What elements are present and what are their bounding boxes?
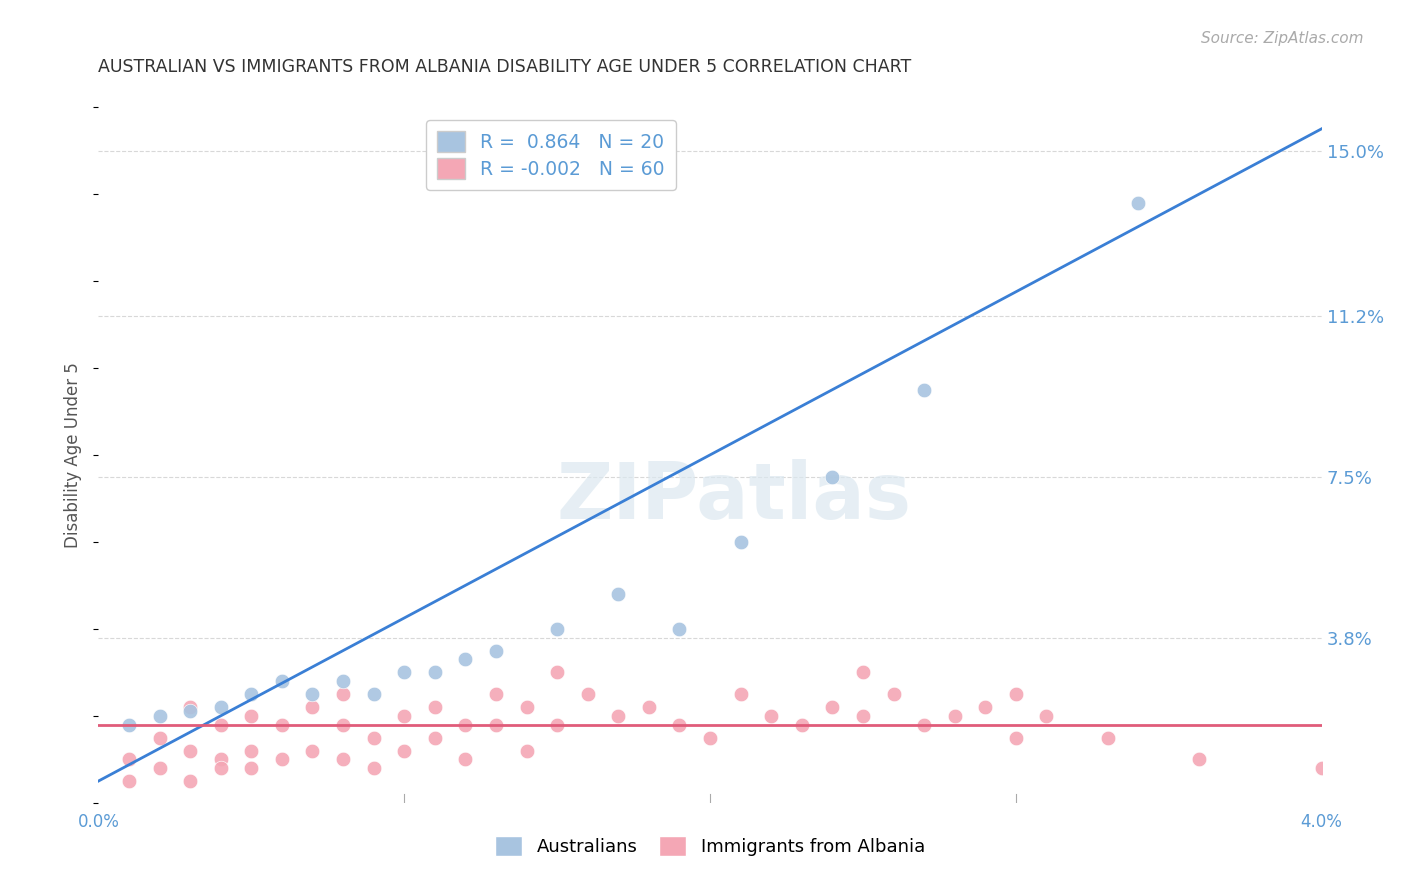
Point	[209, 761, 232, 775]
Point	[118, 774, 141, 789]
Point	[912, 383, 935, 397]
Point	[699, 731, 721, 745]
Point	[423, 665, 446, 680]
Point	[607, 587, 630, 601]
Point	[179, 705, 201, 719]
Point	[392, 665, 416, 680]
Point	[240, 687, 263, 701]
Point	[423, 731, 446, 745]
Legend: Australians, Immigrants from Albania: Australians, Immigrants from Albania	[488, 829, 932, 863]
Point	[209, 700, 232, 714]
Point	[118, 717, 141, 731]
Point	[240, 744, 263, 758]
Point	[485, 687, 508, 701]
Point	[363, 687, 385, 701]
Point	[821, 700, 844, 714]
Y-axis label: Disability Age Under 5: Disability Age Under 5	[65, 362, 83, 548]
Point	[912, 717, 935, 731]
Point	[332, 687, 354, 701]
Point	[852, 665, 875, 680]
Point	[759, 708, 782, 723]
Point	[301, 687, 323, 701]
Point	[730, 535, 752, 549]
Point	[179, 700, 201, 714]
Point	[240, 761, 263, 775]
Point	[852, 708, 875, 723]
Point	[454, 752, 477, 766]
Point	[270, 752, 294, 766]
Point	[270, 717, 294, 731]
Point	[209, 717, 232, 731]
Point	[332, 674, 354, 689]
Point	[1004, 687, 1026, 701]
Point	[363, 731, 385, 745]
Point	[1004, 731, 1026, 745]
Point	[974, 700, 997, 714]
Point	[149, 761, 172, 775]
Point	[607, 708, 630, 723]
Point	[516, 744, 538, 758]
Point	[668, 717, 690, 731]
Point	[363, 761, 385, 775]
Text: Source: ZipAtlas.com: Source: ZipAtlas.com	[1201, 31, 1364, 46]
Point	[149, 708, 172, 723]
Text: ZIPatlas: ZIPatlas	[557, 458, 912, 534]
Point	[301, 700, 323, 714]
Point	[332, 752, 354, 766]
Point	[179, 744, 201, 758]
Point	[821, 469, 844, 483]
Point	[546, 622, 568, 636]
Point	[943, 708, 966, 723]
Point	[1128, 195, 1150, 210]
Point	[392, 708, 416, 723]
Point	[301, 744, 323, 758]
Point	[485, 643, 508, 657]
Point	[485, 717, 508, 731]
Point	[149, 731, 172, 745]
Point	[332, 717, 354, 731]
Point	[1035, 708, 1057, 723]
Point	[423, 700, 446, 714]
Point	[883, 687, 905, 701]
Point	[546, 717, 568, 731]
Point	[546, 665, 568, 680]
Point	[118, 752, 141, 766]
Point	[454, 717, 477, 731]
Point	[240, 708, 263, 723]
Point	[1097, 731, 1119, 745]
Point	[576, 687, 599, 701]
Point	[392, 744, 416, 758]
Text: AUSTRALIAN VS IMMIGRANTS FROM ALBANIA DISABILITY AGE UNDER 5 CORRELATION CHART: AUSTRALIAN VS IMMIGRANTS FROM ALBANIA DI…	[98, 58, 911, 76]
Point	[668, 622, 690, 636]
Point	[1310, 761, 1333, 775]
Point	[1188, 752, 1211, 766]
Point	[637, 700, 661, 714]
Point	[790, 717, 813, 731]
Point	[270, 674, 294, 689]
Point	[730, 687, 752, 701]
Point	[209, 752, 232, 766]
Point	[516, 700, 538, 714]
Point	[179, 774, 201, 789]
Point	[454, 652, 477, 666]
